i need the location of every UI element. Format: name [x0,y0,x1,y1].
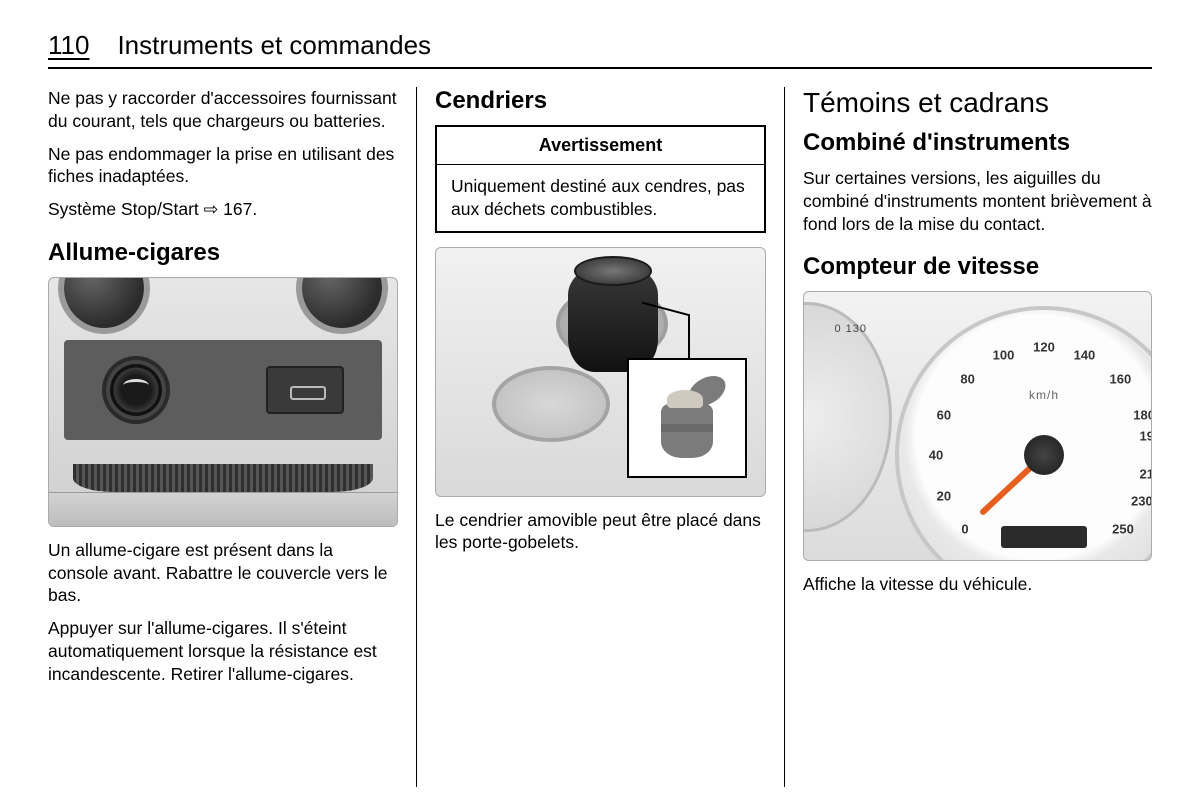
speedometer-tick-label: 250 [1112,521,1134,536]
speedometer-tick-label: 210 [1139,467,1152,482]
page-header: 110 Instruments et commandes [48,30,1152,69]
callout-detail-box [627,358,747,478]
col3-heading2: Compteur de vitesse [803,253,1152,281]
speedometer-tick-label: 100 [993,348,1015,363]
col3-section-title: Témoins et cadrans [803,87,1152,119]
speedometer-tick-label: 60 [937,407,951,422]
col3-caption: Affiche la vitesse du véhicule. [803,573,1152,596]
col1-para2: Ne pas endommager la prise en utilisant … [48,143,398,189]
speedometer-dial-icon: km/h 0 20 40 60 80 100 120 140 160 180 190 210 230 25… [895,306,1152,561]
figure-cigarette-lighter [48,277,398,527]
col2-heading: Cendriers [435,87,766,115]
secondary-gauge-icon: 0 130 [803,302,892,532]
speedometer-tick-label: 80 [960,371,974,386]
speaker-grill-icon [73,464,373,492]
speedometer-hub-icon [1024,435,1064,475]
col3-heading1: Combiné d'instruments [803,129,1152,157]
col1-para5: Appuyer sur l'allume-cigares. Il s'étein… [48,617,398,685]
speedometer-unit: km/h [1029,388,1059,402]
dashboard-knob-icon [302,277,382,328]
speedometer-tick-label: 20 [937,488,951,503]
odometer-display-icon [1001,526,1087,548]
speedometer-tick-label: 180 [1133,407,1152,422]
console-trim-icon [49,492,397,526]
ashtray-lid-icon [574,256,652,286]
speedometer-tick-label: 140 [1074,348,1096,363]
col1-para4: Un allume-cigare est présent dans la con… [48,539,398,607]
cigarette-lighter-socket-icon [110,364,162,416]
speedometer-tick-label: 40 [929,448,943,463]
col3-para1: Sur certaines versions, les aiguilles du… [803,167,1152,235]
col1-heading: Allume-cigares [48,239,398,267]
warning-box: Avertissement Uniquement destiné aux cen… [435,125,766,233]
portable-ashtray-icon [655,384,719,462]
speedometer-tick-label: 160 [1110,371,1132,386]
column-1: Ne pas y raccorder d'accessoires fournis… [48,87,416,787]
col2-caption: Le cendrier amovible peut être placé dan… [435,509,766,555]
cupholder-empty-icon [492,366,610,442]
column-2: Cendriers Avertissement Uniquement desti… [416,87,784,787]
col1-para3: Système Stop/Start ⇨ 167. [48,198,398,221]
speedometer-tick-label: 0 [961,521,968,536]
aux-port-panel-icon [266,366,344,414]
page-number: 110 [48,30,89,61]
col1-para1: Ne pas y raccorder d'accessoires fournis… [48,87,398,133]
content-columns: Ne pas y raccorder d'accessoires fournis… [48,87,1152,787]
dashboard-knob-icon [64,277,144,328]
speedometer-tick-label: 120 [1033,340,1055,355]
figure-ashtray [435,247,766,497]
speedometer-tick-label: 190 [1139,429,1152,444]
secondary-gauge-numbers: 0 130 [834,323,867,335]
chapter-title: Instruments et commandes [117,30,431,61]
warning-title: Avertissement [437,127,764,165]
figure-speedometer: 0 130 km/h 0 20 40 60 80 100 120 140 160 180 190 21… [803,291,1152,561]
column-3: Témoins et cadrans Combiné d'instruments… [784,87,1152,787]
warning-body: Uniquement destiné aux cendres, pas aux … [437,165,764,231]
console-panel-icon [64,340,382,440]
speedometer-tick-label: 230 [1131,493,1152,508]
